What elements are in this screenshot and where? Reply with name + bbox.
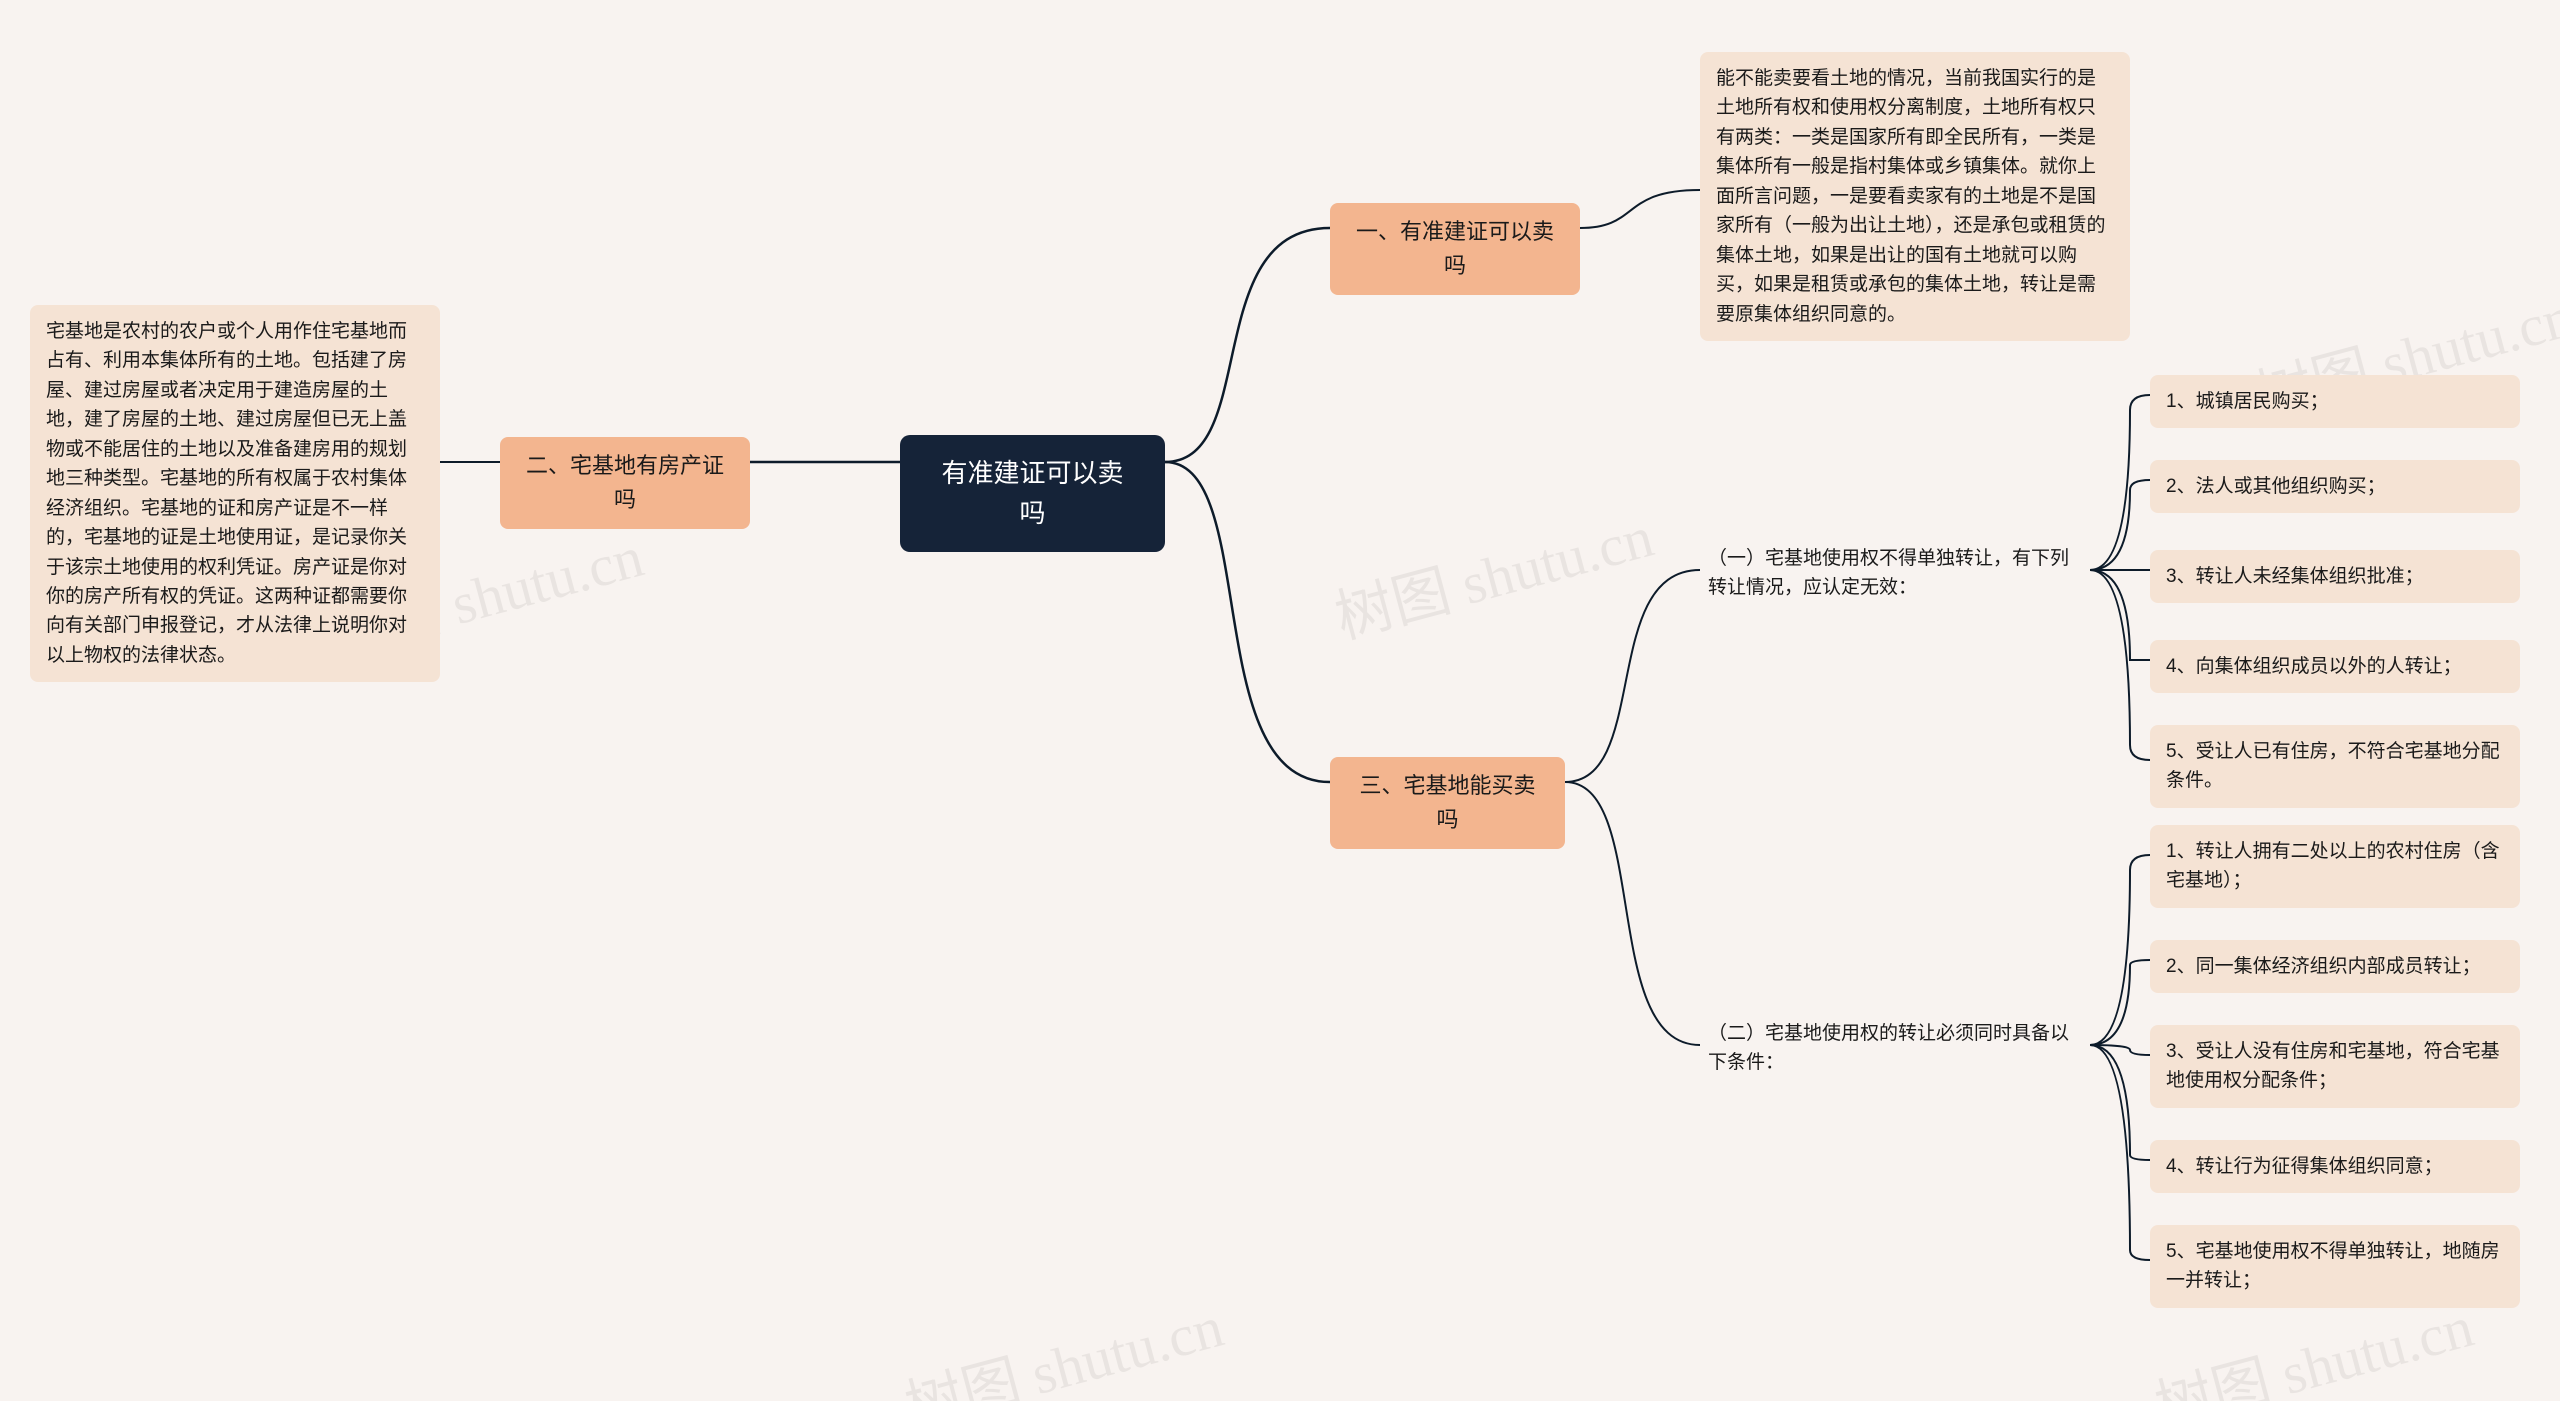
branch-1-label: 一、有准建证可以卖吗	[1356, 219, 1554, 278]
sub1-item-3-text: 4、向集体组织成员以外的人转让；	[2166, 656, 2462, 677]
branch-3-sub2-label: （二）宅基地使用权的转让必须同时具备以下条件：	[1708, 1023, 2069, 1073]
branch-1-detail: 能不能卖要看土地的情况，当前我国实行的是土地所有权和使用权分离制度，土地所有权只…	[1700, 52, 2130, 341]
sub2-item-3-text: 4、转让行为征得集体组织同意；	[2166, 1156, 2443, 1177]
sub1-item-4: 5、受让人已有住房，不符合宅基地分配条件。	[2150, 725, 2520, 808]
sub1-item-0-text: 1、城镇居民购买；	[2166, 391, 2329, 412]
branch-2-label: 二、宅基地有房产证吗	[526, 453, 724, 512]
sub1-item-0: 1、城镇居民购买；	[2150, 375, 2520, 428]
watermark: 树图 shutu.cn	[895, 1279, 1231, 1401]
branch-3-sub1-label: （一）宅基地使用权不得单独转让，有下列转让情况，应认定无效：	[1708, 548, 2069, 598]
root-node[interactable]: 有准建证可以卖吗	[900, 435, 1165, 552]
sub2-item-1: 2、同一集体经济组织内部成员转让；	[2150, 940, 2520, 993]
sub2-item-1-text: 2、同一集体经济组织内部成员转让；	[2166, 956, 2481, 977]
sub1-item-3: 4、向集体组织成员以外的人转让；	[2150, 640, 2520, 693]
branch-3[interactable]: 三、宅基地能买卖吗	[1330, 757, 1565, 849]
sub2-item-2-text: 3、受让人没有住房和宅基地，符合宅基地使用权分配条件；	[2166, 1041, 2500, 1091]
sub2-item-0: 1、转让人拥有二处以上的农村住房（含宅基地）；	[2150, 825, 2520, 908]
watermark: 树图 shutu.cn	[1325, 489, 1661, 654]
sub2-item-0-text: 1、转让人拥有二处以上的农村住房（含宅基地）；	[2166, 841, 2500, 891]
branch-2[interactable]: 二、宅基地有房产证吗	[500, 437, 750, 529]
sub2-item-2: 3、受让人没有住房和宅基地，符合宅基地使用权分配条件；	[2150, 1025, 2520, 1108]
sub1-item-4-text: 5、受让人已有住房，不符合宅基地分配条件。	[2166, 741, 2500, 791]
branch-3-label: 三、宅基地能买卖吗	[1359, 773, 1535, 832]
sub2-item-3: 4、转让行为征得集体组织同意；	[2150, 1140, 2520, 1193]
sub2-item-4-text: 5、宅基地使用权不得单独转让，地随房一并转让；	[2166, 1241, 2500, 1291]
branch-3-sub2[interactable]: （二）宅基地使用权的转让必须同时具备以下条件：	[1700, 1015, 2090, 1082]
root-label: 有准建证可以卖吗	[941, 458, 1123, 528]
branch-3-sub1[interactable]: （一）宅基地使用权不得单独转让，有下列转让情况，应认定无效：	[1700, 540, 2090, 607]
sub2-item-4: 5、宅基地使用权不得单独转让，地随房一并转让；	[2150, 1225, 2520, 1308]
sub1-item-1-text: 2、法人或其他组织购买；	[2166, 476, 2386, 497]
branch-2-detail: 宅基地是农村的农户或个人用作住宅基地而占有、利用本集体所有的土地。包括建了房屋、…	[30, 305, 440, 682]
branch-2-detail-text: 宅基地是农村的农户或个人用作住宅基地而占有、利用本集体所有的土地。包括建了房屋、…	[46, 321, 407, 666]
sub1-item-2-text: 3、转让人未经集体组织批准；	[2166, 566, 2424, 587]
sub1-item-1: 2、法人或其他组织购买；	[2150, 460, 2520, 513]
branch-1-detail-text: 能不能卖要看土地的情况，当前我国实行的是土地所有权和使用权分离制度，土地所有权只…	[1716, 68, 2106, 325]
branch-1[interactable]: 一、有准建证可以卖吗	[1330, 203, 1580, 295]
sub1-item-2: 3、转让人未经集体组织批准；	[2150, 550, 2520, 603]
